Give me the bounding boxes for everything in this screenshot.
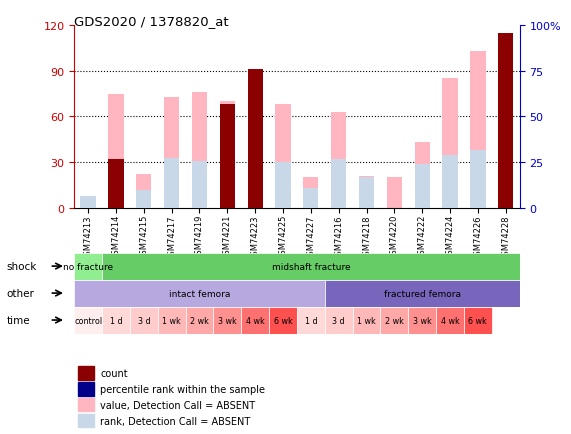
Bar xyxy=(74,253,102,280)
Bar xyxy=(247,157,263,208)
Text: 1 d: 1 d xyxy=(110,316,122,325)
Text: value, Detection Call = ABSENT: value, Detection Call = ABSENT xyxy=(100,400,255,410)
Text: 2 wk: 2 wk xyxy=(385,316,404,325)
Bar xyxy=(247,157,263,208)
Bar xyxy=(214,307,241,334)
Bar xyxy=(359,176,374,208)
Bar xyxy=(464,307,492,334)
Bar xyxy=(275,105,291,208)
Bar xyxy=(269,307,297,334)
Bar xyxy=(164,158,179,208)
Text: 1 d: 1 d xyxy=(304,316,317,325)
Bar xyxy=(164,97,179,208)
Text: 3 d: 3 d xyxy=(138,316,150,325)
Text: time: time xyxy=(6,316,30,325)
Bar xyxy=(247,105,263,208)
Bar xyxy=(303,188,319,208)
Bar xyxy=(331,112,347,208)
Bar xyxy=(108,169,124,208)
Text: 2 wk: 2 wk xyxy=(190,316,209,325)
Bar xyxy=(408,307,436,334)
Bar xyxy=(108,160,124,208)
Text: other: other xyxy=(6,289,34,298)
Text: 3 wk: 3 wk xyxy=(413,316,432,325)
Bar xyxy=(443,155,458,208)
Text: fractured femora: fractured femora xyxy=(384,289,461,298)
Text: control: control xyxy=(74,316,102,325)
Bar xyxy=(136,190,151,208)
Text: 1 wk: 1 wk xyxy=(357,316,376,325)
Bar xyxy=(498,143,513,208)
Bar xyxy=(387,178,402,208)
Bar xyxy=(331,160,347,208)
Text: 6 wk: 6 wk xyxy=(468,316,487,325)
Bar xyxy=(130,307,158,334)
Text: shock: shock xyxy=(6,262,37,271)
Bar xyxy=(325,307,353,334)
Text: GDS2020 / 1378820_at: GDS2020 / 1378820_at xyxy=(74,15,229,28)
Bar xyxy=(352,307,380,334)
Bar xyxy=(102,307,130,334)
Text: 6 wk: 6 wk xyxy=(274,316,292,325)
Bar xyxy=(297,307,325,334)
Bar xyxy=(78,366,94,380)
Bar xyxy=(192,93,207,208)
Bar xyxy=(415,164,430,208)
Text: 4 wk: 4 wk xyxy=(246,316,264,325)
Bar xyxy=(136,175,151,208)
Bar xyxy=(78,414,94,427)
Text: 4 wk: 4 wk xyxy=(441,316,460,325)
Bar xyxy=(186,307,214,334)
Bar xyxy=(78,398,94,411)
Text: no fracture: no fracture xyxy=(63,262,113,271)
Bar xyxy=(498,34,513,208)
Bar xyxy=(470,52,485,208)
Text: percentile rank within the sample: percentile rank within the sample xyxy=(100,384,265,394)
Bar xyxy=(436,307,464,334)
Bar xyxy=(303,178,319,208)
Bar xyxy=(220,157,235,208)
Bar xyxy=(78,382,94,396)
Text: midshaft fracture: midshaft fracture xyxy=(272,262,350,271)
Bar xyxy=(192,161,207,208)
Bar xyxy=(498,143,513,208)
Bar xyxy=(220,105,235,208)
Bar xyxy=(359,178,374,208)
Bar xyxy=(415,143,430,208)
Bar xyxy=(443,79,458,208)
Bar xyxy=(220,102,235,208)
Bar xyxy=(241,307,269,334)
Text: 3 d: 3 d xyxy=(332,316,345,325)
Bar xyxy=(247,70,263,208)
Text: rank, Detection Call = ABSENT: rank, Detection Call = ABSENT xyxy=(100,416,251,425)
Bar xyxy=(74,280,325,307)
Bar xyxy=(470,151,485,208)
Text: count: count xyxy=(100,368,128,378)
Text: intact femora: intact femora xyxy=(169,289,230,298)
Bar xyxy=(275,163,291,208)
Bar xyxy=(220,157,235,208)
Text: 3 wk: 3 wk xyxy=(218,316,237,325)
Bar xyxy=(158,307,186,334)
Bar xyxy=(325,280,520,307)
Bar xyxy=(81,201,96,208)
Bar xyxy=(380,307,408,334)
Bar xyxy=(108,95,124,208)
Bar xyxy=(74,307,102,334)
Bar xyxy=(498,34,513,208)
Text: 1 wk: 1 wk xyxy=(162,316,181,325)
Bar xyxy=(81,196,96,208)
Bar xyxy=(108,169,124,208)
